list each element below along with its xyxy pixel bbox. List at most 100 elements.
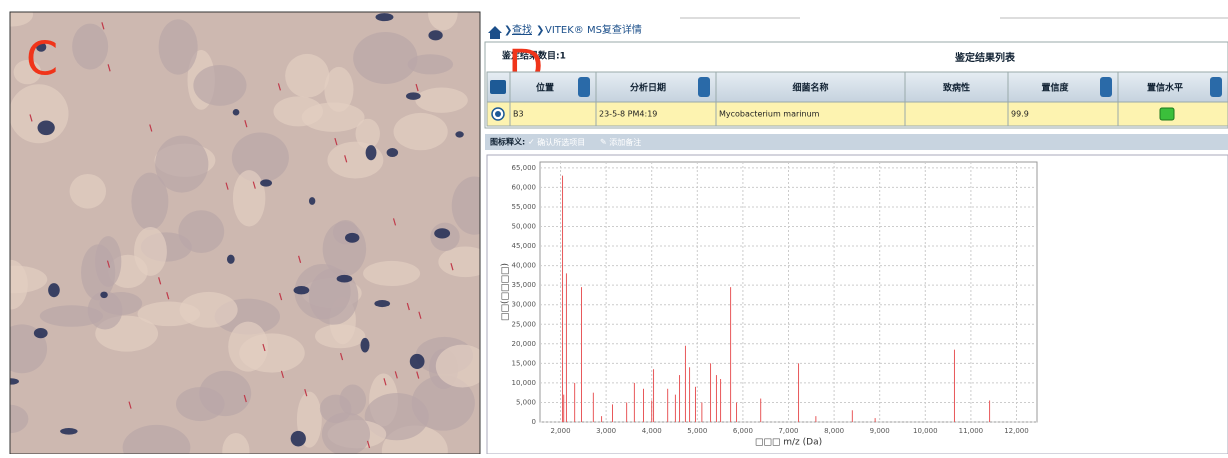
legend-confirm-text: 确认所选项目 [537, 137, 585, 147]
y-tick-label: 35,000 [512, 281, 537, 289]
cell-cluster [159, 19, 198, 74]
x-tick-label: 9,000 [870, 427, 890, 435]
cell-cluster [363, 261, 420, 286]
y-tick-label: 25,000 [512, 320, 537, 328]
x-tick-label: 2,000 [550, 427, 570, 435]
cell-cluster [193, 65, 246, 106]
x-tick-label: 11,000 [959, 427, 984, 435]
cell-cluster [134, 227, 167, 276]
micrograph [0, 0, 497, 454]
column-header: 置信水平 [1147, 82, 1183, 94]
figure: C ❯ 查找 ❯ VITEK® MS复查详情 鉴定结果数目:1 鉴定结果列表 D… [0, 0, 1228, 454]
x-tick-label: 3,000 [596, 427, 616, 435]
cell-cluster [72, 24, 108, 70]
table-cell: 99.9 [1011, 110, 1029, 119]
confidence-indicator [1160, 108, 1174, 120]
sort-button[interactable] [578, 77, 590, 97]
cell-cluster [327, 142, 383, 179]
breadcrumb-current: VITEK® MS复查详情 [545, 23, 642, 36]
x-tick-label: 7,000 [778, 427, 798, 435]
stained-cell [260, 179, 272, 186]
x-tick-label: 12,000 [1004, 427, 1029, 435]
stained-cell [345, 233, 359, 243]
stained-cell [410, 354, 425, 369]
cell-cluster [324, 67, 353, 112]
cell-cluster [138, 302, 201, 327]
panel-label: C [26, 32, 58, 86]
stained-cell [387, 148, 399, 157]
stained-cell [291, 431, 306, 447]
stained-cell [294, 286, 310, 294]
cell-cluster [176, 387, 225, 421]
select-all-icon[interactable] [490, 80, 506, 94]
cell-cluster [273, 96, 323, 126]
stained-cell [406, 92, 421, 100]
cell-cluster [323, 221, 366, 276]
sort-button[interactable] [698, 77, 710, 97]
stained-cell [60, 428, 77, 435]
y-tick-label: 15,000 [512, 359, 537, 367]
stained-cell [100, 292, 108, 299]
y-tick-label: 60,000 [512, 183, 537, 191]
cell-cluster [353, 32, 417, 84]
stained-cell [376, 13, 394, 21]
cell-cluster [322, 412, 370, 454]
y-tick-label: 20,000 [512, 340, 537, 348]
x-tick-label: 10,000 [913, 427, 938, 435]
x-tick-label: 5,000 [687, 427, 707, 435]
column-header: 分析日期 [630, 82, 666, 94]
legend-confirm[interactable]: ✓ 确认所选项目 [528, 137, 585, 147]
stained-cell [34, 328, 48, 338]
cell-cluster [70, 174, 106, 209]
results-title: 鉴定结果列表 [954, 51, 1016, 64]
x-tick-label: 4,000 [642, 427, 662, 435]
cell-cluster [228, 322, 268, 372]
y-tick-label: 5,000 [516, 398, 536, 406]
legend-note-text: 添加备注 [609, 137, 641, 147]
x-tick-label: 8,000 [824, 427, 844, 435]
stained-cell [48, 283, 60, 297]
stained-cell [428, 30, 442, 40]
table-cell: Mycobacterium marinum [719, 110, 820, 119]
y-tick-label: 45,000 [512, 242, 537, 250]
column-header: 细菌名称 [792, 82, 828, 94]
cell-cluster [9, 84, 69, 143]
legend-bar [485, 134, 1228, 150]
stained-cell [227, 255, 235, 264]
cell-cluster [415, 87, 467, 112]
cell-cluster [155, 136, 208, 193]
x-tick-label: 6,000 [733, 427, 753, 435]
column-header: 致病性 [943, 82, 970, 94]
stained-cell [434, 228, 450, 238]
cell-cluster [233, 170, 265, 226]
column-header: 位置 [536, 82, 554, 94]
breadcrumb-link[interactable]: 查找 [512, 23, 532, 36]
y-tick-label: 0 [532, 418, 536, 426]
stained-cell [309, 197, 315, 205]
column-header: 置信度 [1041, 82, 1069, 94]
y-tick-label: 65,000 [512, 164, 537, 172]
cell-cluster [394, 113, 448, 150]
y-tick-label: 40,000 [512, 262, 537, 270]
breadcrumb-sep: ❯ [536, 25, 544, 36]
radio-dot [495, 111, 501, 117]
x-axis-label: □□□ m/z (Da) [755, 438, 822, 448]
stained-cell [337, 275, 353, 283]
table-cell: 23-5-8 PM4:19 [599, 110, 657, 119]
cell-cluster [315, 324, 365, 348]
stained-cell [361, 338, 370, 353]
sort-button[interactable] [1100, 77, 1112, 97]
stained-cell [455, 131, 463, 137]
table-cell: B3 [513, 110, 524, 119]
cell-cluster [81, 244, 115, 300]
sort-button[interactable] [1210, 77, 1222, 97]
y-tick-label: 55,000 [512, 203, 537, 211]
stained-cell [38, 120, 55, 135]
y-tick-label: 30,000 [512, 301, 537, 309]
y-axis-label: □□(□□□□) [501, 263, 511, 321]
y-tick-label: 10,000 [512, 379, 537, 387]
legend-note[interactable]: ✎ 添加备注 [600, 137, 641, 147]
stained-cell [374, 300, 390, 307]
y-tick-label: 50,000 [512, 223, 537, 231]
cell-cluster [285, 54, 329, 98]
